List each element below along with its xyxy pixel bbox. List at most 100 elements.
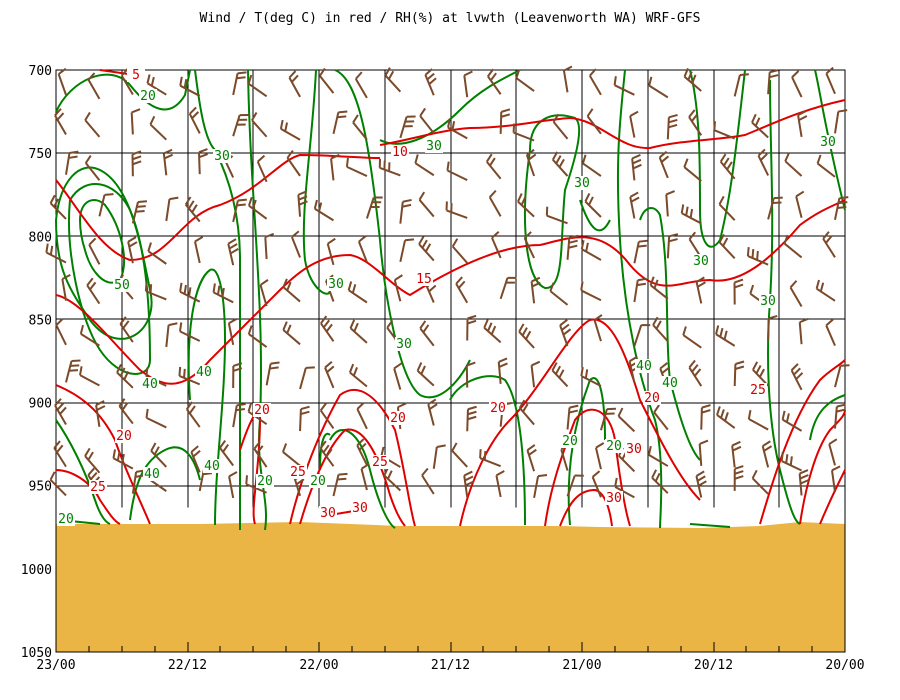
wind-barb <box>345 157 368 177</box>
rh-contour-label: 20 <box>606 439 622 454</box>
wind-barb <box>432 444 446 469</box>
temperature-contour <box>289 389 416 527</box>
wind-barb <box>719 153 736 180</box>
wind-barb <box>483 319 502 344</box>
wind-barb <box>84 447 101 474</box>
label-bg <box>819 135 837 149</box>
wind-barb <box>197 148 208 175</box>
wind-barb <box>347 281 368 304</box>
wind-barb <box>629 110 639 138</box>
wind-barb <box>144 282 167 301</box>
label-bg <box>415 272 433 286</box>
label-bg <box>605 491 623 505</box>
wind-barb <box>562 65 573 93</box>
wind-barb <box>162 148 174 176</box>
wind-barb <box>53 440 67 468</box>
wind-barb <box>320 315 335 342</box>
wind-barb <box>683 67 702 92</box>
rh-contour <box>809 394 846 441</box>
label-bg <box>289 465 307 479</box>
label-bg <box>143 467 161 481</box>
wind-barb <box>580 366 602 387</box>
rh-contour-label: 20 <box>562 434 578 449</box>
temperature-contour <box>55 199 846 385</box>
wind-barb <box>356 438 368 466</box>
wind-barb <box>631 153 642 181</box>
wind-barb <box>419 320 435 347</box>
wind-barb <box>781 410 803 432</box>
wind-barb <box>84 111 101 138</box>
label-bg <box>203 459 221 473</box>
wind-barb <box>751 469 769 495</box>
wind-barb <box>88 237 101 265</box>
wind-barb <box>653 404 669 431</box>
wind-barb <box>666 113 678 140</box>
wind-barb <box>313 199 335 222</box>
label-bg <box>489 401 507 415</box>
temperature-contour-label: 20 <box>390 411 406 426</box>
wind-barb <box>130 108 141 135</box>
chart-title: Wind / T(deg C) in red / RH(%) at lvwth … <box>200 11 701 26</box>
label-bg <box>605 439 623 453</box>
wind-barb <box>265 361 280 386</box>
wind-barb <box>682 326 702 349</box>
wind-barb <box>588 68 602 96</box>
wind-barb <box>715 325 736 347</box>
label-bg <box>573 176 591 190</box>
wind-barb <box>683 158 702 182</box>
wind-barb <box>332 110 348 135</box>
wind-barb <box>445 201 468 219</box>
temperature-contour <box>55 153 381 262</box>
rh-contour <box>689 69 746 248</box>
wind-barb <box>523 231 535 259</box>
wind-barb <box>688 359 703 387</box>
wind-barb <box>414 154 435 177</box>
wind-barb <box>119 316 134 343</box>
label-bg <box>139 89 157 103</box>
wind-barb <box>495 470 505 498</box>
wind-barb <box>586 108 602 135</box>
temperature-contour <box>759 359 846 525</box>
ground-area <box>56 522 845 652</box>
wind-barb <box>767 69 779 95</box>
y-tick-label: 900 <box>29 397 52 412</box>
rh-contour-label: 40 <box>204 459 220 474</box>
wind-barb <box>680 204 702 225</box>
x-tick-label: 22/12 <box>168 658 207 673</box>
wind-barb <box>384 67 402 93</box>
wind-barb <box>518 323 535 349</box>
wind-barb <box>617 407 636 433</box>
wind-barb <box>834 403 846 429</box>
rh-contour-label: 30 <box>693 254 709 269</box>
wind-barb <box>566 474 584 497</box>
wind-barb <box>131 200 148 224</box>
wind-barb <box>360 463 370 491</box>
label-bg <box>692 254 710 268</box>
wind-barb <box>828 438 838 466</box>
wind-barb <box>282 278 301 303</box>
temperature-contours <box>55 69 846 527</box>
wind-barb <box>165 196 179 222</box>
wind-barb <box>767 196 783 220</box>
wind-barb <box>757 148 770 176</box>
wind-barb <box>98 193 114 217</box>
label-bg <box>127 68 145 82</box>
wind-barb <box>95 400 106 427</box>
wind-barb <box>746 247 769 266</box>
rh-contour <box>319 432 331 471</box>
rh-contour <box>329 429 396 529</box>
wind-barb <box>784 152 803 177</box>
rh-contour-label: 20 <box>140 89 156 104</box>
temperature-contour-label: 20 <box>490 401 506 416</box>
rh-contour-labels: 20 20 20 20 20 20 30 30 30 30 30 30 30 30 40 40 40 40 40 40… <box>57 89 837 527</box>
label-bg <box>57 512 75 526</box>
x-tick-label: 20/00 <box>825 658 864 673</box>
wind-barb <box>658 150 670 179</box>
wind-barb <box>354 71 368 99</box>
wind-barb <box>466 314 477 341</box>
wind-barb <box>54 398 67 425</box>
wind-barb <box>147 242 167 265</box>
wind-barb <box>165 322 178 348</box>
wind-barb <box>584 193 602 218</box>
label-bg <box>625 442 643 456</box>
